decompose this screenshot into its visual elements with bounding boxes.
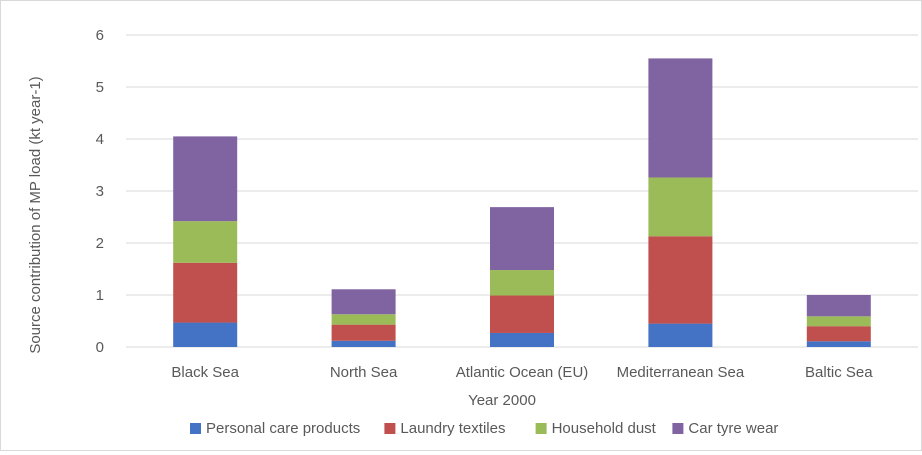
y-tick-label: 4 xyxy=(96,131,104,148)
bar-segment-household-dust xyxy=(490,270,554,296)
bar-segment-laundry-textiles xyxy=(173,262,238,323)
legend-swatch xyxy=(535,423,547,434)
legend-swatch xyxy=(384,423,396,434)
bar-segment-laundry-textiles xyxy=(806,326,871,342)
legend-swatch xyxy=(672,423,684,434)
y-axis-label: Source contribution of MP load (kt year-… xyxy=(27,76,44,353)
legend-label: Household dust xyxy=(552,420,657,437)
legend-label: Laundry textiles xyxy=(400,420,505,437)
bar-segment-personal-care-products xyxy=(806,341,871,347)
bar-segment-car-tyre-wear xyxy=(331,289,396,315)
bar-segment-car-tyre-wear xyxy=(490,207,554,271)
bar-segment-household-dust xyxy=(648,177,713,237)
bar-segment-laundry-textiles xyxy=(648,236,713,324)
x-tick-label: Atlantic Ocean (EU) xyxy=(456,364,589,381)
x-axis-label: Year 2000 xyxy=(468,392,536,409)
legend-label: Personal care products xyxy=(206,420,360,437)
legend-swatch xyxy=(190,423,201,434)
y-tick-labels: 0 1 2 3 4 5 6 xyxy=(96,27,104,356)
bar-segment-household-dust xyxy=(331,314,396,325)
bar-segment-household-dust xyxy=(173,221,238,263)
y-tick-label: 5 xyxy=(96,79,104,96)
legend-label: Car tyre wear xyxy=(688,420,778,437)
x-tick-label: Baltic Sea xyxy=(805,364,873,381)
bar-segment-personal-care-products xyxy=(648,323,713,347)
y-tick-label: 0 xyxy=(96,339,104,356)
bar-segment-personal-care-products xyxy=(490,332,554,347)
y-tick-label: 6 xyxy=(96,27,104,44)
x-tick-label: Mediterranean Sea xyxy=(617,364,745,381)
bar-segment-car-tyre-wear xyxy=(173,136,238,222)
bar-segment-personal-care-products xyxy=(173,322,238,347)
bar-segment-laundry-textiles xyxy=(331,324,396,341)
y-tick-label: 2 xyxy=(96,235,104,252)
x-tick-labels: Black Sea North Sea Atlantic Ocean (EU) Med… xyxy=(171,364,873,381)
bar-segment-car-tyre-wear xyxy=(806,295,871,317)
y-tick-label: 3 xyxy=(96,183,104,200)
bar-segment-car-tyre-wear xyxy=(648,58,713,178)
bar-segment-personal-care-products xyxy=(331,340,396,347)
bar-segment-laundry-textiles xyxy=(490,295,554,333)
x-tick-label: Black Sea xyxy=(171,364,239,381)
bar-segment-household-dust xyxy=(806,316,871,327)
x-tick-label: North Sea xyxy=(330,364,398,381)
y-tick-label: 1 xyxy=(96,287,104,304)
legend: Personal care products Laundry textiles Ho… xyxy=(190,420,778,437)
bars xyxy=(173,58,871,347)
